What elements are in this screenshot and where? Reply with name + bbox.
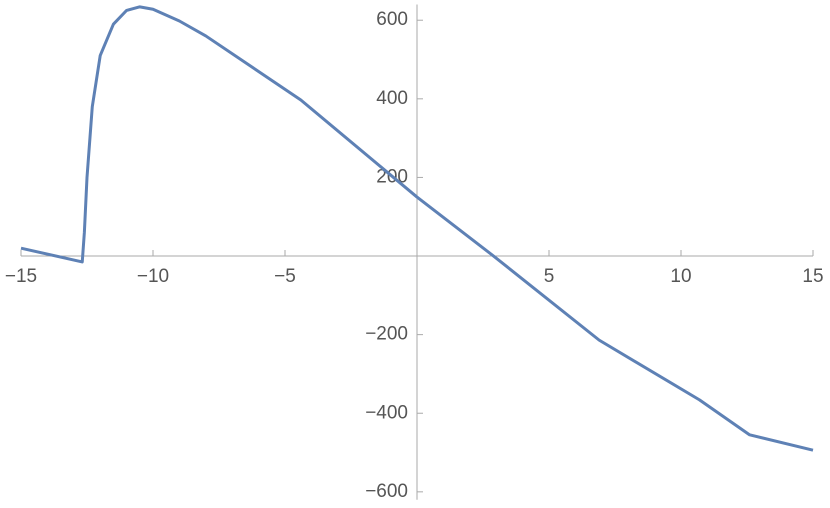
x-tick-label: −10: [137, 266, 169, 287]
line: [20, 5, 814, 452]
y-tick-label: 400: [376, 88, 408, 109]
x-tick-label: −15: [5, 266, 37, 287]
x-tick-label: 15: [802, 266, 823, 287]
x-tick-label: 10: [670, 266, 691, 287]
x-tick-label: −5: [274, 266, 296, 287]
x-tick-label: 5: [544, 266, 555, 287]
y-tick-label: −400: [365, 402, 408, 423]
y-tick-label: −200: [365, 324, 408, 345]
y-tick-label: −600: [365, 481, 408, 502]
y-tick-label: 600: [376, 9, 408, 30]
